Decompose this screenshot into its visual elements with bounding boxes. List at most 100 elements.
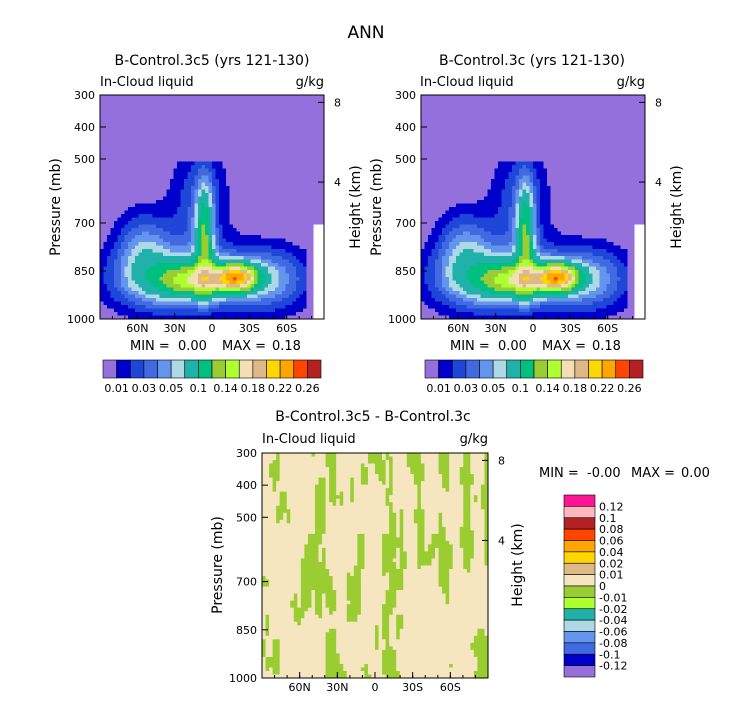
contour-cell bbox=[156, 140, 160, 145]
contour-cell bbox=[310, 193, 314, 197]
contour-cell bbox=[114, 126, 118, 131]
contour-cell bbox=[114, 182, 118, 187]
contour-cell bbox=[275, 147, 279, 152]
contour-cell bbox=[306, 294, 311, 299]
contour-cell bbox=[240, 312, 244, 316]
contour-cell bbox=[219, 109, 223, 113]
contour-cell bbox=[117, 182, 122, 187]
contour-cell bbox=[159, 112, 164, 117]
contour-cell bbox=[261, 98, 265, 103]
contour-cell bbox=[142, 123, 146, 127]
contour-cell bbox=[114, 116, 118, 120]
contour-cell bbox=[310, 210, 314, 215]
contour-cell bbox=[215, 294, 220, 299]
contour-cell bbox=[240, 259, 244, 264]
contour-cell bbox=[240, 203, 244, 208]
contour-cell bbox=[296, 133, 300, 138]
contour-cell bbox=[243, 242, 248, 246]
contour-cell bbox=[138, 189, 143, 194]
contour-cell bbox=[107, 245, 111, 250]
contour-cell bbox=[124, 189, 129, 194]
contour-cell bbox=[257, 151, 262, 155]
contour-cell bbox=[205, 221, 209, 225]
contour-cell bbox=[236, 238, 241, 243]
contour-cell bbox=[187, 172, 192, 176]
contour-cell bbox=[257, 175, 262, 180]
contour-cell bbox=[121, 210, 125, 215]
contour-cell bbox=[233, 119, 237, 124]
contour-cell bbox=[431, 112, 436, 117]
contour-cell bbox=[107, 172, 111, 176]
contour-cell bbox=[278, 95, 283, 99]
contour-cell bbox=[208, 144, 213, 148]
contour-cell bbox=[247, 147, 251, 152]
contour-cell bbox=[219, 193, 223, 197]
contour-cell bbox=[578, 130, 583, 134]
contour-cell bbox=[226, 154, 230, 159]
contour-cell bbox=[285, 294, 290, 299]
contour-cell bbox=[452, 102, 457, 106]
contour-cell bbox=[303, 133, 307, 138]
contour-cell bbox=[226, 168, 230, 173]
contour-cell bbox=[424, 102, 429, 106]
contour-cell bbox=[128, 154, 132, 159]
contour-cell bbox=[313, 168, 318, 173]
contour-cell bbox=[236, 256, 241, 260]
contour-cell bbox=[145, 217, 150, 222]
contour-cell bbox=[275, 186, 279, 190]
contour-cell bbox=[156, 235, 160, 239]
contour-cell bbox=[264, 249, 269, 253]
contour-cell bbox=[131, 231, 136, 236]
contour-cell bbox=[320, 196, 325, 201]
contour-cell bbox=[145, 273, 150, 278]
contour-cell bbox=[170, 137, 174, 141]
contour-cell bbox=[226, 102, 230, 106]
contour-cell bbox=[317, 277, 321, 281]
contour-cell bbox=[177, 245, 181, 250]
contour-cell bbox=[138, 154, 143, 159]
contour-cell bbox=[163, 179, 167, 183]
contour-cell bbox=[271, 123, 276, 127]
contour-cell bbox=[180, 284, 185, 288]
contour-cell bbox=[166, 123, 171, 127]
contour-cell bbox=[299, 140, 304, 145]
contour-cell bbox=[138, 109, 143, 113]
contour-cell bbox=[303, 277, 307, 281]
contour-cell bbox=[561, 133, 565, 138]
contour-cell bbox=[292, 144, 297, 148]
contour-cell bbox=[166, 308, 171, 313]
contour-cell bbox=[180, 270, 185, 274]
contour-cell bbox=[564, 105, 569, 110]
contour-cell bbox=[233, 186, 237, 190]
contour-cell bbox=[456, 133, 460, 138]
contour-cell bbox=[145, 151, 150, 155]
contour-cell bbox=[484, 126, 488, 131]
contour-cell bbox=[145, 298, 150, 302]
contour-cell bbox=[145, 186, 150, 190]
contour-cell bbox=[100, 245, 104, 250]
contour-cell bbox=[208, 151, 213, 155]
contour-cell bbox=[310, 175, 314, 180]
contour-cell bbox=[208, 133, 213, 138]
contour-cell bbox=[166, 221, 171, 225]
contour-cell bbox=[512, 119, 516, 124]
contour-cell bbox=[173, 189, 178, 194]
contour-cell bbox=[107, 126, 111, 131]
contour-cell bbox=[152, 119, 157, 124]
contour-cell bbox=[152, 154, 157, 159]
contour-cell bbox=[114, 270, 118, 274]
contour-cell bbox=[289, 203, 293, 208]
contour-cell bbox=[135, 165, 139, 169]
contour-cell bbox=[138, 95, 143, 99]
contour-cell bbox=[215, 308, 220, 313]
contour-cell bbox=[449, 137, 453, 141]
contour-cell bbox=[313, 165, 318, 169]
contour-cell bbox=[459, 137, 464, 141]
contour-cell bbox=[264, 95, 269, 99]
contour-cell bbox=[271, 294, 276, 299]
contour-cell bbox=[170, 277, 174, 281]
y-tick-label: 300 bbox=[74, 89, 95, 102]
contour-cell bbox=[184, 151, 188, 155]
contour-cell bbox=[261, 123, 265, 127]
contour-cell bbox=[233, 140, 237, 145]
